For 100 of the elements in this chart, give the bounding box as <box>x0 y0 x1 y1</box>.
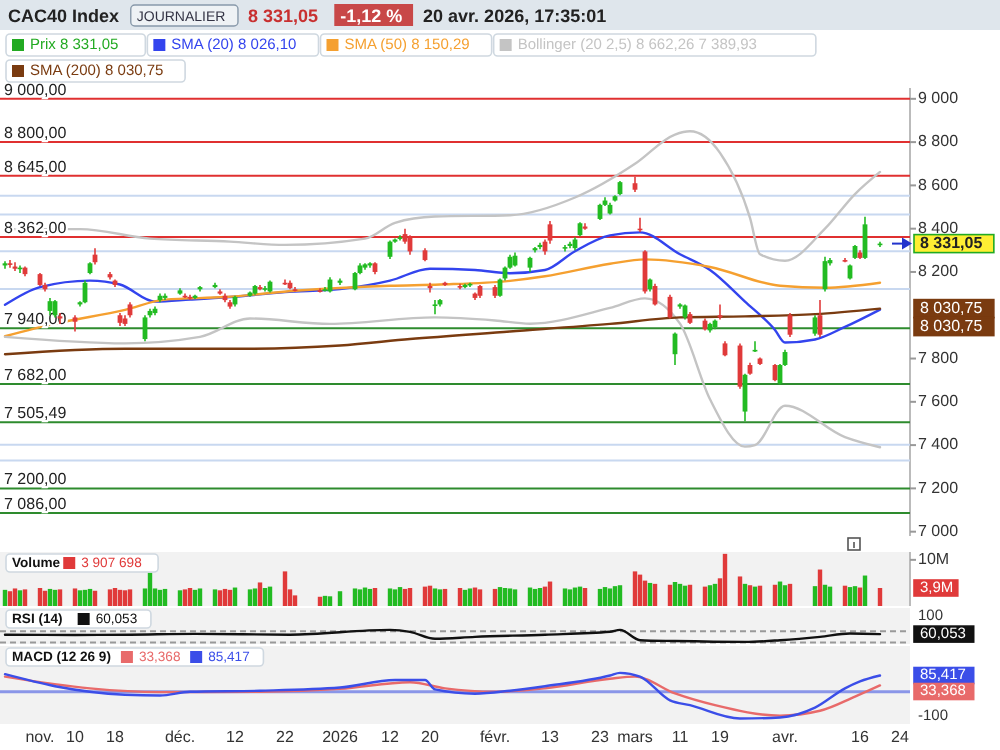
x-tick-label: 22 <box>276 728 295 746</box>
bar <box>217 590 223 606</box>
bar <box>742 583 748 606</box>
bar <box>407 588 413 606</box>
bar <box>432 588 438 606</box>
bar <box>157 589 163 606</box>
bar <box>257 582 263 606</box>
bar <box>292 595 298 606</box>
bar <box>87 588 93 606</box>
bar <box>467 588 473 606</box>
bar <box>82 589 88 606</box>
bar <box>617 585 623 606</box>
bar <box>337 591 343 606</box>
bar <box>682 585 688 606</box>
ref-line-label: 8 645,00 <box>4 157 68 176</box>
bar <box>107 589 113 606</box>
bar <box>127 589 133 606</box>
y-tick-label: 8 600 <box>918 175 960 194</box>
bar <box>822 584 828 606</box>
bar <box>507 588 513 606</box>
bar <box>862 575 868 606</box>
chart-title: CAC40 Index <box>8 6 120 26</box>
bar <box>462 589 468 606</box>
bar <box>672 582 678 606</box>
x-tick-label: 2026 <box>322 728 359 746</box>
y-tick-label: 7 800 <box>918 348 960 367</box>
x-tick-label: déc. <box>164 728 196 746</box>
ref-line-label: 8 362,00 <box>4 218 68 237</box>
bar <box>582 588 588 606</box>
ref-line-label: 9 000,00 <box>4 80 68 99</box>
bar <box>262 588 268 606</box>
bar <box>652 583 658 606</box>
bar <box>532 588 538 606</box>
bar <box>392 589 398 606</box>
bar <box>147 572 153 606</box>
x-tick-label: mars <box>617 728 653 746</box>
x-tick-label: févr. <box>479 728 511 746</box>
bar <box>162 588 168 606</box>
x-tick-label: 19 <box>711 728 730 746</box>
bar <box>77 590 83 606</box>
ref-line-label: 7 086,00 <box>4 495 68 514</box>
bar <box>57 589 63 606</box>
bar <box>567 589 573 606</box>
bar <box>282 571 288 606</box>
bar <box>707 585 713 606</box>
y-tick-label: 7 000 <box>918 521 960 540</box>
text: 8 331,05 <box>247 6 319 26</box>
y-tick-label: 7 200 <box>918 478 960 497</box>
bar <box>687 584 693 606</box>
bar <box>782 585 788 606</box>
x-tick-label: avr. <box>772 728 798 746</box>
bar <box>327 596 333 606</box>
y-tick-label: 9 000 <box>918 89 960 108</box>
bar <box>427 585 433 606</box>
bar <box>197 588 203 606</box>
x-tick-label: nov. <box>25 728 55 746</box>
x-tick-label: 24 <box>891 728 910 746</box>
bar <box>602 587 608 606</box>
bar <box>72 588 78 606</box>
bar <box>492 588 498 606</box>
bar <box>597 588 603 606</box>
candlestick <box>432 299 438 315</box>
y-tick-label: 7 600 <box>918 392 960 411</box>
bar <box>42 590 48 606</box>
bar <box>17 590 23 606</box>
bar <box>677 583 683 606</box>
bar <box>842 585 848 606</box>
bar <box>437 589 443 606</box>
ref-line-label: 7 200,00 <box>4 470 68 489</box>
bar <box>562 588 568 606</box>
x-tick-label: 10 <box>66 728 85 746</box>
x-tick-label: 16 <box>851 728 870 746</box>
bar <box>852 586 858 606</box>
bar <box>222 588 228 606</box>
y-tick-label: 8 200 <box>918 262 960 281</box>
bar <box>402 588 408 606</box>
bar <box>182 589 188 606</box>
bar <box>387 588 393 606</box>
bar <box>352 588 358 606</box>
bar <box>667 584 673 606</box>
bar <box>117 589 123 606</box>
bar <box>252 588 258 606</box>
bar <box>812 586 818 606</box>
x-tick-label: 12 <box>381 728 400 746</box>
y-tick-label: 7 400 <box>918 435 960 454</box>
x-tick-label: 11 <box>671 728 690 746</box>
x-tick-label: 18 <box>106 728 125 746</box>
x-tick-label: 23 <box>591 728 610 746</box>
bar <box>497 587 503 606</box>
line-series <box>3 258 882 338</box>
bar <box>537 588 543 606</box>
y-tick-label: 8 400 <box>918 218 960 237</box>
bar <box>12 588 18 606</box>
bar <box>722 553 728 606</box>
bar <box>212 589 218 606</box>
bar <box>772 584 778 606</box>
bar <box>397 587 403 606</box>
bar <box>7 591 13 606</box>
y-tick-label: 8 800 <box>918 132 960 151</box>
text: 20 avr. 2026, 17:35:01 <box>423 6 607 26</box>
